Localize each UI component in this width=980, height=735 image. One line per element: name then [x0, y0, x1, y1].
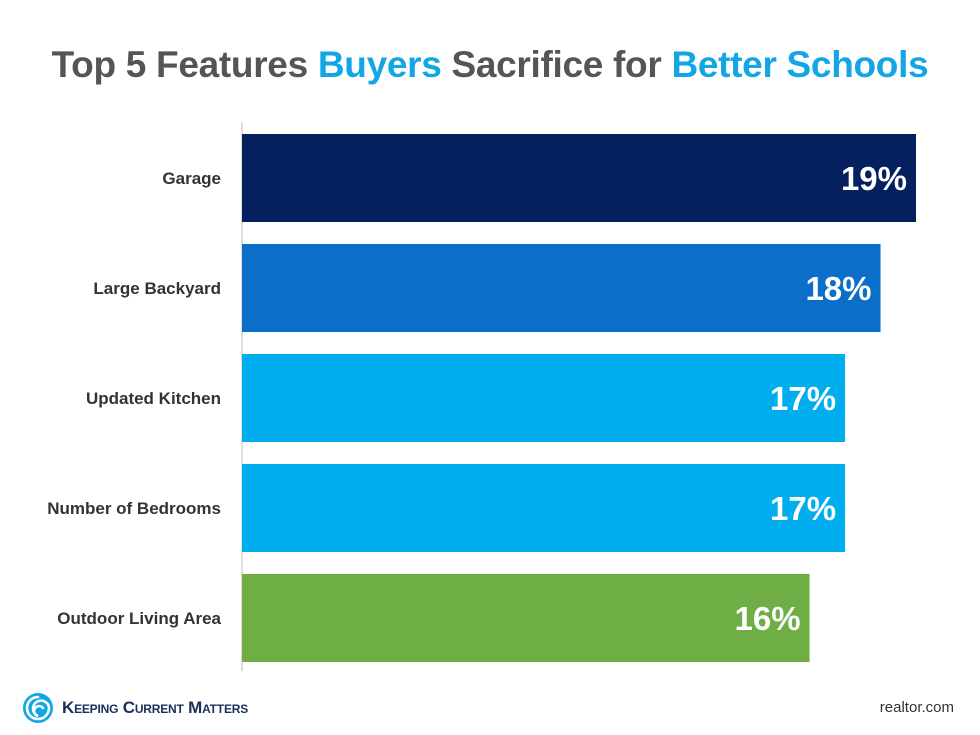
- spiral-logo-icon: [23, 693, 53, 723]
- category-label-1: Garage: [162, 169, 221, 188]
- chart-title: Top 5 Features Buyers Sacrifice for Bett…: [0, 44, 980, 86]
- value-label-1: 19%: [841, 160, 907, 197]
- brand-name: Keeping Current Matters: [62, 698, 249, 717]
- title-part-4: Better Schools: [671, 44, 929, 85]
- category-label-5: Outdoor Living Area: [57, 609, 221, 628]
- bar-2: [242, 244, 881, 332]
- bar-3: [242, 354, 846, 442]
- bar-1: [242, 134, 916, 222]
- value-label-5: 16%: [735, 600, 801, 637]
- bar-4: [242, 464, 846, 552]
- title-part-2: Buyers: [317, 44, 442, 85]
- category-label-2: Large Backyard: [93, 279, 221, 298]
- category-label-3: Updated Kitchen: [86, 389, 221, 408]
- title-part-3: Sacrifice for: [441, 44, 672, 85]
- title-part-1: Top 5 Features: [51, 44, 318, 85]
- category-label-4: Number of Bedrooms: [47, 499, 221, 518]
- value-label-4: 17%: [770, 490, 836, 527]
- bar-5: [242, 574, 810, 662]
- source-text: realtor.com: [879, 699, 954, 716]
- value-label-2: 18%: [805, 270, 871, 307]
- value-label-3: 17%: [770, 380, 836, 417]
- kcm-logo: Keeping Current Matters: [22, 690, 248, 726]
